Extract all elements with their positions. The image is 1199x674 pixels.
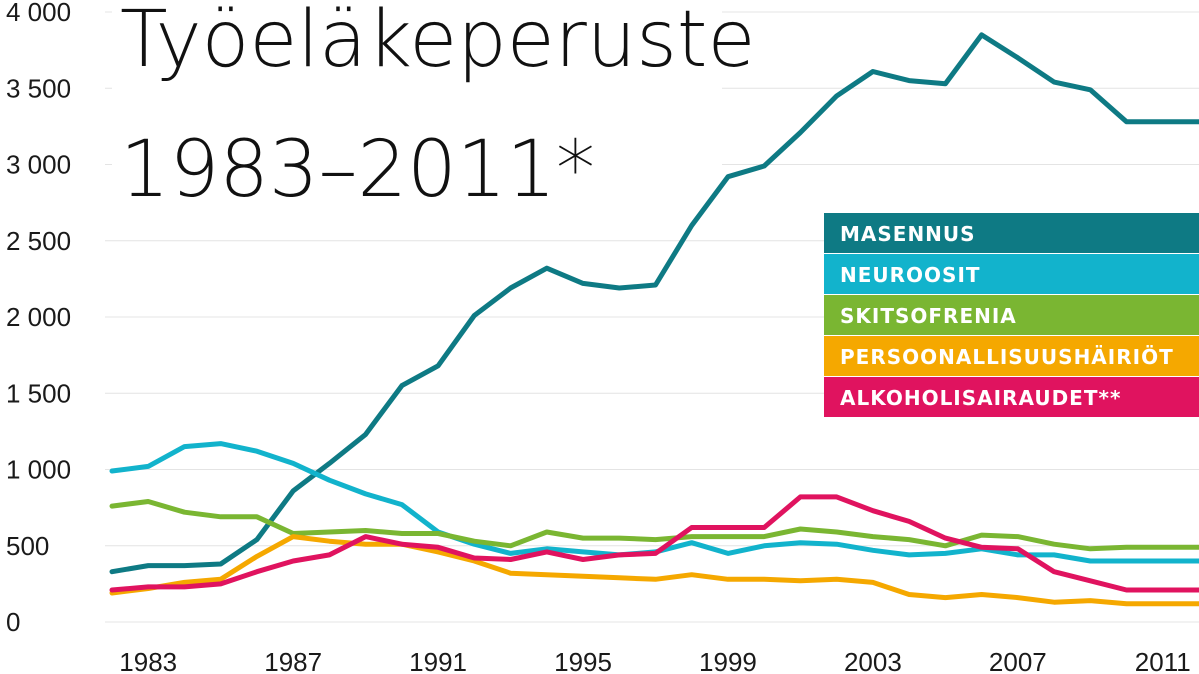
- y-tick-label: 500: [6, 531, 49, 561]
- y-tick-label: 1 000: [6, 455, 71, 485]
- y-tick-label: 2 500: [6, 226, 71, 256]
- chart-title-block: Työeläkeperuste 1983–2011*: [112, 0, 755, 215]
- legend-swatch: [824, 213, 1199, 253]
- x-tick-label: 2003: [844, 647, 902, 674]
- legend: MASENNUS NEUROOSIT SKITSOFRENIA PERSOONALLI…: [824, 213, 1199, 417]
- y-tick-label: 1 500: [6, 378, 71, 408]
- legend-label: ALKOHOLISAIRAUDET**: [840, 386, 1121, 410]
- x-tick-label: 1999: [699, 647, 757, 674]
- legend-label: MASENNUS: [840, 222, 976, 246]
- chart-subtitle: 1983–2011*: [120, 125, 595, 215]
- x-tick-label: 2011: [1135, 647, 1191, 674]
- y-tick-label: 0: [6, 607, 20, 637]
- y-tick-label: 3 000: [6, 150, 71, 180]
- x-tick-label: 1987: [264, 647, 322, 674]
- title-backdrop: [112, 0, 722, 200]
- series-line-masennus: [109, 32, 1199, 575]
- x-tick-label: 1983: [119, 647, 177, 674]
- x-tick-label: 2007: [989, 647, 1047, 674]
- y-axis-tick-labels: 4 000 3 500 3 000 2 500 2 000 1 500 1 000 500 0: [6, 0, 71, 637]
- x-axis-tick-labels: 1983 1987 1991 1995 1999 2003 2007 2011: [119, 647, 1190, 674]
- legend-label: PERSOONALLISUUSHÄIRIÖT: [840, 345, 1174, 369]
- y-tick-label: 3 500: [6, 73, 71, 103]
- legend-swatch: [824, 377, 1199, 417]
- series-line-persoonallisuush-iri-t: [109, 534, 1199, 607]
- legend-swatch: [824, 336, 1199, 376]
- y-tick-label: 4 000: [6, 0, 71, 27]
- x-tick-label: 1995: [554, 647, 612, 674]
- series-line-alkoholisairaudet: [109, 494, 1199, 593]
- legend-label: SKITSOFRENIA: [840, 304, 1017, 328]
- series-line-skitsofrenia: [109, 499, 1199, 552]
- y-tick-label: 2 000: [6, 302, 71, 332]
- x-tick-label: 1991: [409, 647, 467, 674]
- legend-swatch: [824, 295, 1199, 335]
- chart-title: Työeläkeperuste: [120, 0, 755, 85]
- legend-label: NEUROOSIT: [840, 263, 981, 287]
- series-lines: [109, 32, 1199, 607]
- legend-swatch: [824, 254, 1199, 294]
- series-line-neuroosit: [109, 441, 1199, 564]
